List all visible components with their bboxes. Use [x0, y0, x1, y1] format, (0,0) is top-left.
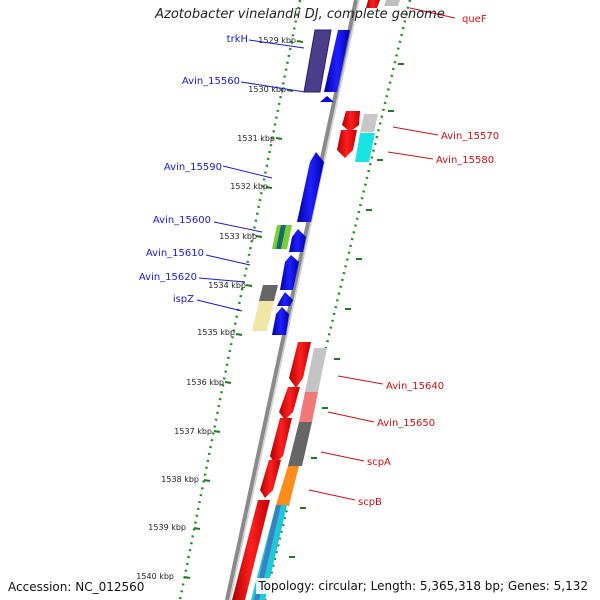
gene-feature[interactable] — [299, 392, 318, 422]
gene-feature[interactable] — [324, 30, 350, 92]
gene-feature[interactable] — [355, 133, 375, 162]
tick-label: 1532 kbp — [230, 182, 268, 191]
gene-feature[interactable] — [259, 285, 278, 301]
gene-feature[interactable] — [276, 466, 299, 505]
gene-label[interactable]: queF — [462, 14, 487, 25]
forward-strand-genes — [252, 29, 350, 335]
label-leader-lines — [196, 7, 456, 501]
gene-label[interactable]: Avin_15590 — [164, 162, 222, 173]
gene-feature[interactable] — [272, 307, 289, 335]
gene-feature[interactable] — [360, 114, 378, 132]
gene-label[interactable]: ispZ — [173, 294, 194, 305]
tick-label: 1539 kbp — [148, 523, 186, 532]
gene-feature[interactable] — [297, 152, 324, 222]
gene-feature[interactable] — [342, 111, 360, 132]
forward-gene-labels: trkH Avin_15560 Avin_15590 Avin_15600 Av… — [139, 34, 248, 305]
gene-feature[interactable] — [252, 301, 274, 331]
reverse-strand-genes — [232, 0, 400, 600]
gene-feature[interactable] — [303, 29, 332, 93]
gene-feature[interactable] — [384, 0, 400, 6]
gene-label[interactable]: scpB — [358, 497, 382, 508]
gene-feature[interactable] — [270, 418, 292, 464]
gene-label[interactable]: Avin_15620 — [139, 272, 197, 283]
gene-feature[interactable] — [260, 460, 281, 498]
tick-label: 1533 kbp — [219, 232, 257, 241]
gene-feature[interactable] — [366, 0, 380, 8]
gene-label[interactable]: Avin_15600 — [153, 215, 211, 226]
gene-feature[interactable] — [254, 505, 281, 600]
gene-label[interactable]: trkH — [227, 34, 248, 45]
accession-text: Accession: NC_012560 — [8, 580, 145, 594]
topology-text: Topology: circular; Length: 5,365,318 bp… — [256, 578, 590, 594]
tick-label: 1531 kbp — [237, 134, 275, 143]
gene-feature[interactable] — [289, 342, 311, 388]
tick-label: 1530 kbp — [248, 85, 286, 94]
gene-label[interactable]: Avin_15640 — [386, 381, 444, 392]
gene-label[interactable]: Avin_15570 — [441, 131, 499, 142]
gene-feature[interactable] — [288, 422, 312, 466]
gene-label[interactable]: Avin_15650 — [377, 418, 435, 429]
gene-label[interactable]: Avin_15560 — [182, 76, 240, 87]
gene-feature[interactable] — [276, 225, 286, 249]
tick-label: 1538 kbp — [161, 475, 199, 484]
gene-feature[interactable] — [279, 387, 300, 420]
gene-label[interactable]: scpA — [367, 457, 391, 468]
ruler-tick-labels: 1529 kbp 1530 kbp 1531 kbp 1532 kbp 1533… — [136, 36, 296, 581]
gene-feature[interactable] — [277, 292, 293, 306]
gene-label[interactable]: Avin_15580 — [436, 155, 494, 166]
gene-feature[interactable] — [289, 229, 306, 252]
gene-feature[interactable] — [280, 255, 299, 290]
tick-label: 1529 kbp — [258, 36, 296, 45]
tick-label: 1537 kbp — [174, 427, 212, 436]
tick-label: 1536 kbp — [186, 378, 224, 387]
ruler-tick-marks — [183, 40, 404, 579]
reverse-gene-labels: queF Avin_15570 Avin_15580 Avin_15640 Av… — [358, 14, 499, 508]
gene-feature[interactable] — [320, 96, 334, 102]
gene-feature[interactable] — [337, 130, 357, 158]
genome-title: Azotobacter vinelandii DJ, complete geno… — [155, 7, 445, 22]
gene-feature[interactable] — [232, 500, 270, 600]
gene-feature[interactable] — [305, 348, 327, 392]
tick-label: 1540 kbp — [136, 572, 174, 581]
outer-dotted-ruler — [263, 0, 412, 600]
genome-backbone-shadow — [229, 0, 360, 600]
tick-label: 1535 kbp — [197, 328, 235, 337]
gene-label[interactable]: Avin_15610 — [146, 248, 204, 259]
tick-label: 1534 kbp — [208, 281, 246, 290]
